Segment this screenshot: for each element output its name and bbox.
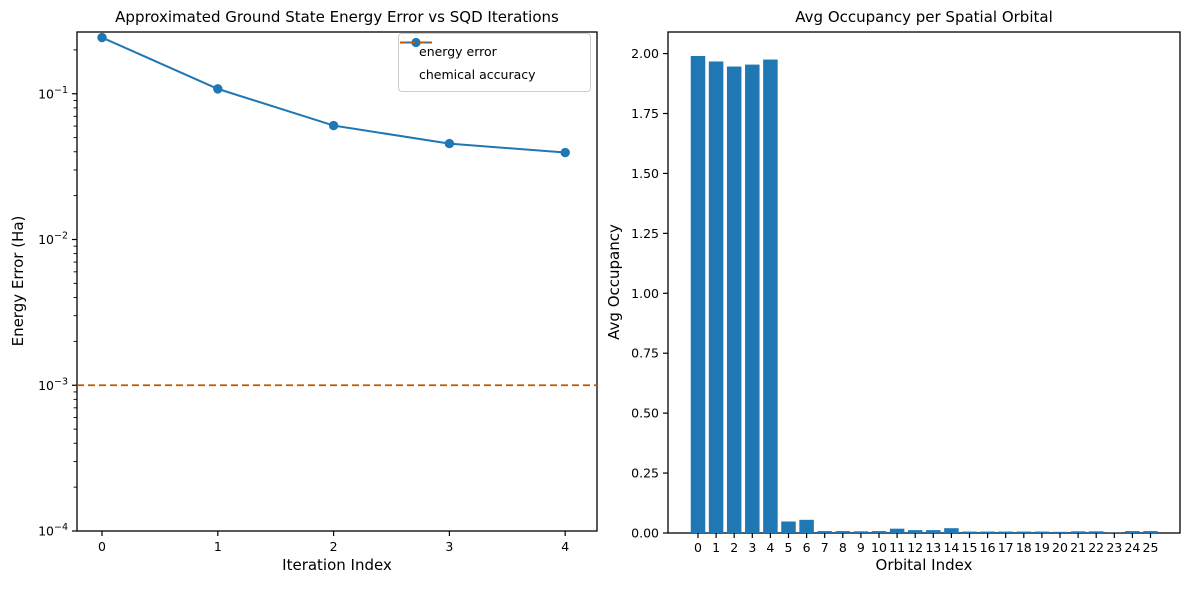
occupancy-bar: [799, 519, 814, 533]
x-tick-label: 13: [925, 540, 941, 555]
x-tick-label: 8: [839, 540, 847, 555]
x-tick-label: 9: [857, 540, 865, 555]
occupancy-bar: [907, 530, 923, 533]
occupancy-bar: [926, 530, 941, 533]
left-chart-title: Approximated Ground State Energy Error v…: [115, 8, 559, 26]
occupancy-bar: [1016, 531, 1032, 533]
x-tick-label: 2: [330, 539, 338, 554]
occupancy-bar: [690, 55, 706, 534]
y-tick-label: 10−2: [38, 231, 68, 248]
y-tick-label: 10−3: [38, 376, 68, 393]
left-yaxis-label: Energy Error (Ha): [9, 215, 27, 347]
y-tick-label: 2.00: [631, 46, 659, 61]
occupancy-bar: [708, 61, 724, 534]
legend-label-chemical-accuracy: chemical accuracy: [419, 66, 536, 82]
occupancy-bar: [1125, 531, 1140, 533]
x-tick-label: 11: [889, 540, 905, 555]
occupancy-bar: [726, 66, 742, 533]
legend-entry-chemical-accuracy: chemical accuracy: [400, 41, 581, 84]
occupancy-bar: [1034, 531, 1050, 533]
x-tick-label: 12: [907, 540, 923, 555]
x-tick-label: 23: [1106, 540, 1122, 555]
occupancy-bar: [835, 531, 851, 533]
energy-error-point: [97, 32, 107, 43]
legend-entry-energy-error: energy error: [400, 37, 581, 61]
occupancy-bar: [745, 64, 760, 534]
x-tick-label: 22: [1088, 540, 1104, 555]
x-tick-label: 3: [748, 540, 756, 555]
occupancy-bar: [1088, 531, 1104, 533]
energy-error-point: [328, 120, 339, 131]
x-tick-label: 16: [980, 540, 996, 555]
occupancy-bar: [889, 528, 905, 533]
y-tick-label: 1.75: [631, 106, 659, 121]
right-xaxis-label: Orbital Index: [875, 556, 973, 574]
x-tick-label: 17: [998, 540, 1014, 555]
occupancy-bar: [980, 531, 995, 533]
y-tick-label: 1.25: [631, 226, 659, 241]
x-tick-label: 1: [712, 540, 720, 555]
legend-dash-sample-chemical-accuracy: [400, 41, 432, 44]
energy-error-point: [560, 147, 570, 158]
occupancy-bar: [1070, 531, 1086, 533]
occupancy-bar: [962, 531, 977, 533]
y-tick-label: 10−1: [38, 85, 68, 102]
left-plot-spines: [76, 31, 598, 532]
y-tick-label: 0.25: [631, 466, 659, 481]
x-tick-label: 6: [803, 540, 811, 555]
occupancy-bar: [763, 59, 778, 533]
y-tick-label: 10−4: [38, 522, 68, 539]
right-yaxis-label: Avg Occupancy: [605, 224, 623, 340]
x-tick-label: 21: [1070, 540, 1086, 555]
x-tick-label: 7: [821, 540, 829, 555]
left-xaxis-label: Iteration Index: [282, 556, 392, 574]
x-tick-label: 3: [445, 539, 453, 554]
x-tick-label: 15: [962, 540, 978, 555]
occupancy-bar: [853, 531, 869, 533]
x-tick-label: 25: [1143, 540, 1159, 555]
legend-label-energy-error: energy error: [419, 43, 497, 59]
x-tick-label: 5: [785, 540, 793, 555]
occupancy-bar: [871, 531, 887, 533]
x-tick-label: 0: [694, 540, 702, 555]
x-tick-label: 24: [1124, 540, 1140, 555]
occupancy-bar: [781, 521, 796, 533]
right-plot-spines: [667, 31, 1181, 534]
energy-error-point: [213, 84, 223, 94]
y-tick-label: 0.75: [631, 346, 659, 361]
occupancy-bar: [817, 531, 832, 533]
y-tick-label: 1.50: [631, 166, 659, 181]
x-tick-label: 19: [1034, 540, 1050, 555]
x-tick-label: 18: [1016, 540, 1032, 555]
y-tick-label: 1.00: [631, 286, 659, 301]
x-tick-label: 1: [214, 539, 222, 554]
x-tick-label: 0: [98, 539, 106, 554]
occupancy-bar: [1143, 531, 1158, 533]
x-tick-label: 10: [871, 540, 887, 555]
occupancy-bar: [998, 531, 1013, 533]
energy-error-point: [444, 138, 455, 149]
x-tick-label: 20: [1052, 540, 1068, 555]
x-tick-label: 14: [943, 540, 959, 555]
x-tick-label: 4: [561, 539, 569, 554]
occupancy-bar: [944, 528, 959, 533]
right-chart-title: Avg Occupancy per Spatial Orbital: [795, 8, 1053, 26]
x-tick-label: 2: [730, 540, 738, 555]
occupancy-bar: [1052, 531, 1068, 533]
x-tick-label: 4: [766, 540, 774, 555]
legend: energy error chemical accuracy: [398, 33, 591, 92]
y-tick-label: 0.50: [631, 406, 659, 421]
y-tick-label: 0.00: [631, 526, 659, 541]
